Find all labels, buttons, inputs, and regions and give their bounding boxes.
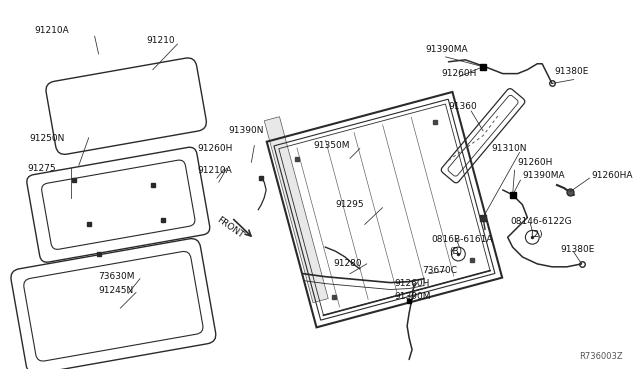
- Text: 91360: 91360: [449, 102, 477, 110]
- Text: 91250N: 91250N: [29, 134, 65, 143]
- Text: 91210: 91210: [146, 36, 175, 45]
- Text: 91210A: 91210A: [35, 26, 69, 35]
- Text: 91260HA: 91260HA: [591, 171, 633, 180]
- Text: 91390N: 91390N: [228, 126, 264, 135]
- Text: 91390MA: 91390MA: [426, 45, 468, 54]
- Text: 73670C: 73670C: [422, 266, 457, 275]
- Text: 91260H: 91260H: [394, 279, 429, 288]
- Text: 91275: 91275: [28, 164, 56, 173]
- Text: 91260H: 91260H: [518, 158, 553, 167]
- Text: 91390MA: 91390MA: [522, 171, 565, 180]
- Text: 91280: 91280: [333, 259, 362, 268]
- Text: 0816B-6161A: 0816B-6161A: [432, 235, 493, 244]
- Text: 91245N: 91245N: [99, 286, 134, 295]
- Text: 91210A: 91210A: [197, 166, 232, 175]
- Text: 91260H: 91260H: [197, 144, 232, 153]
- Text: (2): (2): [531, 230, 543, 239]
- Text: 91310N: 91310N: [491, 144, 527, 153]
- Text: R736003Z: R736003Z: [579, 352, 623, 362]
- Text: 91380E: 91380E: [554, 67, 588, 76]
- Text: 91350M: 91350M: [314, 141, 350, 150]
- Text: 91295: 91295: [335, 200, 364, 209]
- Text: 91390M: 91390M: [394, 292, 431, 301]
- Text: 91260H: 91260H: [442, 69, 477, 78]
- Text: 73630M: 73630M: [99, 272, 135, 281]
- Text: (B): (B): [449, 247, 463, 256]
- Text: 08146-6122G: 08146-6122G: [511, 217, 572, 226]
- Text: 91380E: 91380E: [560, 245, 595, 254]
- Text: FRONT: FRONT: [215, 215, 245, 240]
- Polygon shape: [264, 117, 328, 303]
